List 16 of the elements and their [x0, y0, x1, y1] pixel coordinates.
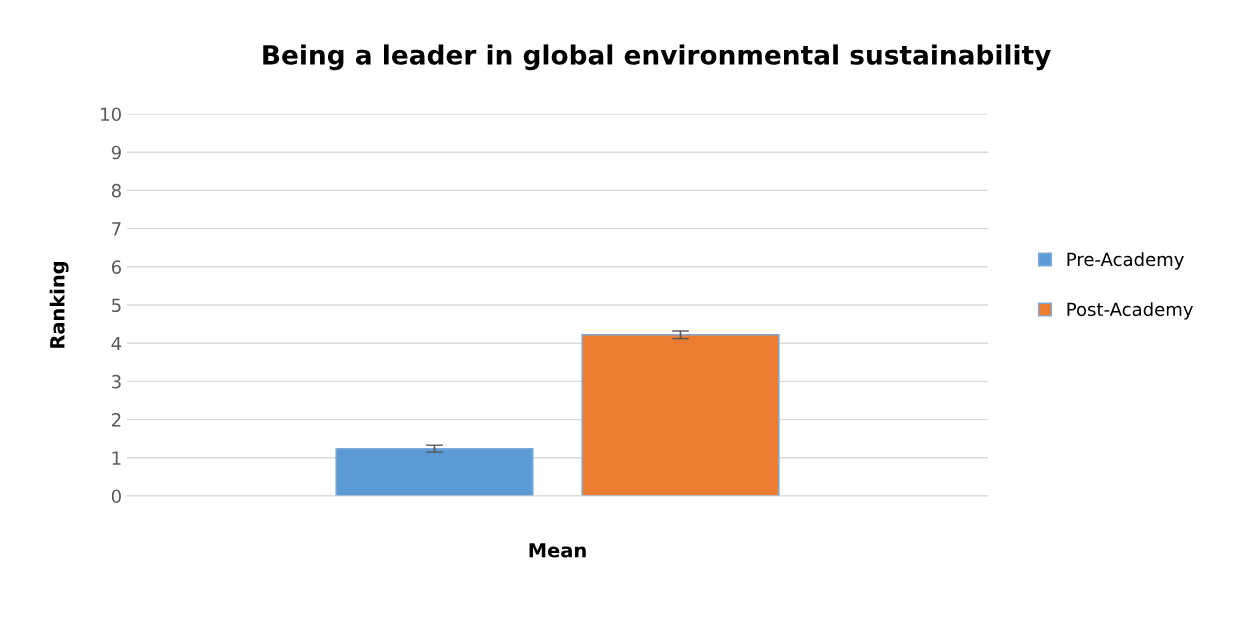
y-tick-label: 6 [111, 260, 121, 274]
y-tick-label: 2 [111, 413, 121, 427]
y-tick-label: 10 [101, 107, 121, 122]
legend-label: Pre-Academy [1067, 252, 1184, 270]
y-tick-label: 3 [112, 374, 121, 389]
y-tick-label: 0 [111, 489, 121, 504]
y-tick-label: 9 [111, 145, 121, 160]
y-axis-title: Ranking [49, 261, 69, 348]
y-tick-label: 4 [111, 336, 122, 351]
y-tick-label: 7 [112, 222, 121, 236]
y-tick-label: 5 [112, 298, 121, 313]
x-axis-title: Mean [529, 543, 586, 558]
legend-label: Post-Academy [1067, 302, 1193, 320]
chart-title: Being a leader in global environmental sustainability [263, 44, 1051, 71]
y-tick-label: 8 [111, 183, 121, 198]
y-tick-label: 1 [112, 451, 121, 465]
